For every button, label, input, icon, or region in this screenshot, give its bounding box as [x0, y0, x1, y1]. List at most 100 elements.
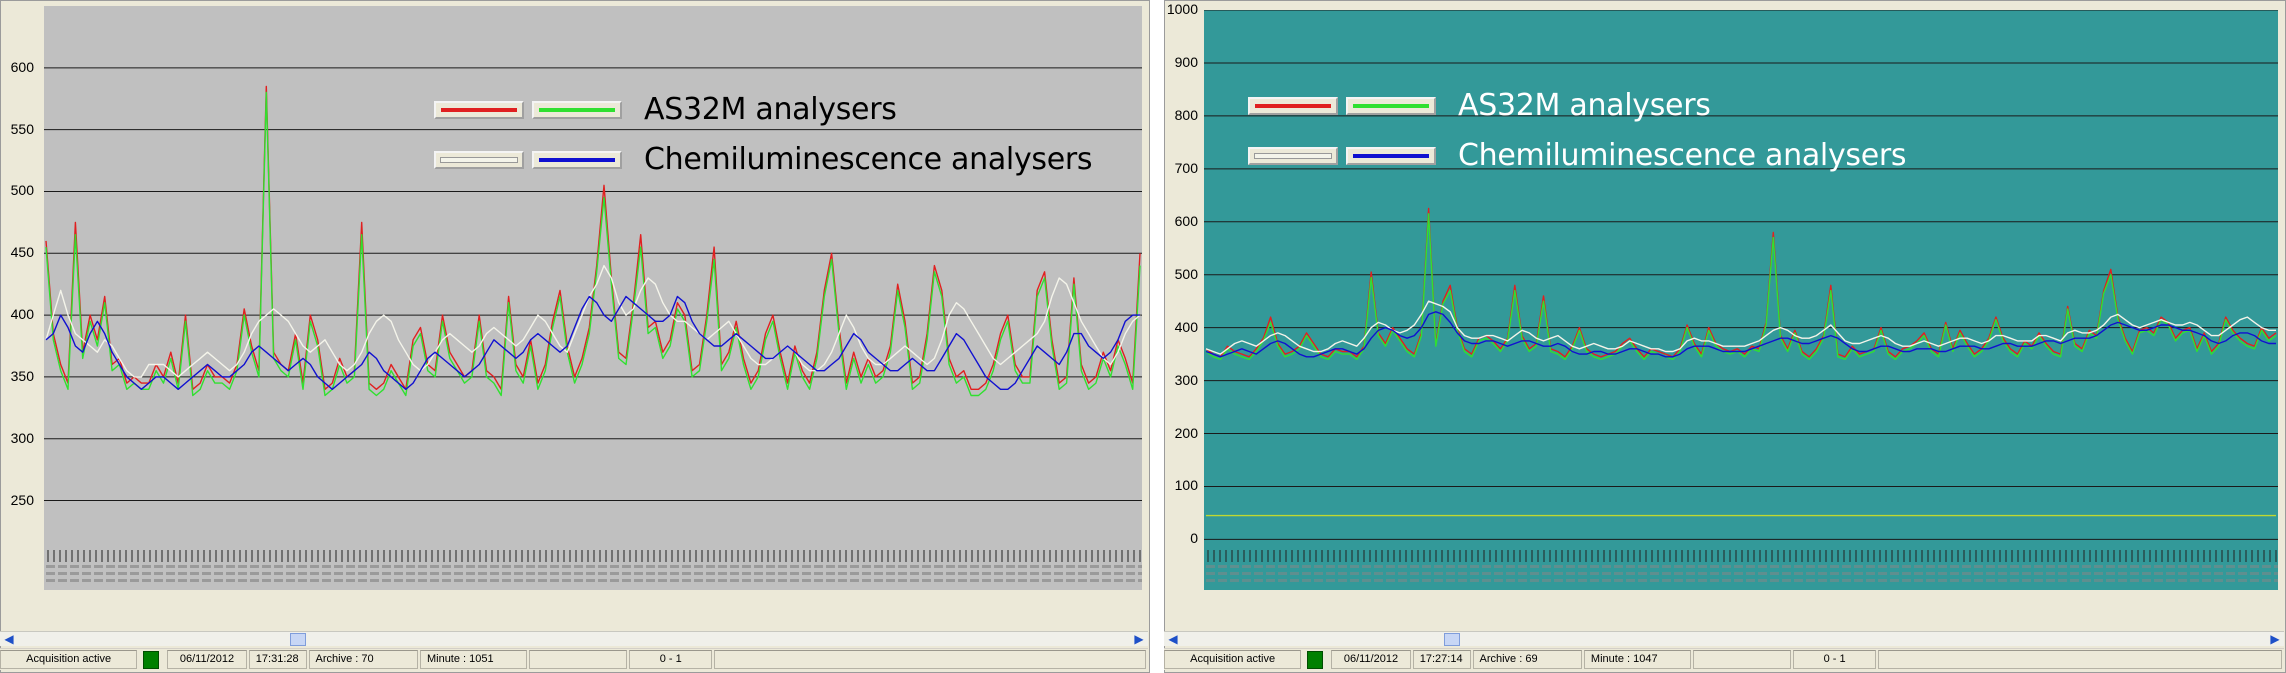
left-horizontal-scrollbar[interactable]: ◀ ▶ — [0, 631, 1148, 646]
x-tick-label — [1926, 565, 1935, 568]
x-tick-label — [526, 565, 535, 568]
x-tick-label — [202, 579, 211, 582]
x-tick-label — [682, 572, 691, 575]
x-tick-label — [1638, 579, 1647, 582]
x-tick-label — [2082, 579, 2091, 582]
x-tick-label — [490, 579, 499, 582]
status-empty — [529, 650, 627, 669]
y-tick-label: 500 — [1174, 265, 1198, 282]
x-tick-label — [382, 572, 391, 575]
x-tick-label — [478, 579, 487, 582]
x-tick-label — [2178, 565, 2187, 568]
x-tick-label — [598, 565, 607, 568]
x-tick-label — [166, 565, 175, 568]
x-tick-label — [370, 565, 379, 568]
x-tick-label — [994, 579, 1003, 582]
x-tick-label — [1554, 579, 1563, 582]
status-acquisition: Acquisition active — [1164, 650, 1302, 669]
x-tick-label — [2238, 572, 2247, 575]
x-tick-label — [1398, 565, 1407, 568]
x-tick-label — [562, 565, 571, 568]
x-tick-label — [238, 572, 247, 575]
x-tick-label — [1530, 572, 1539, 575]
x-tick-label — [874, 572, 883, 575]
x-tick-label — [1998, 572, 2007, 575]
x-tick-label — [790, 565, 799, 568]
scroll-left-arrow-icon[interactable]: ◀ — [4, 632, 14, 646]
status-empty — [1693, 650, 1791, 669]
x-tick-label — [286, 565, 295, 568]
x-tick-label — [1434, 565, 1443, 568]
x-tick-label — [1986, 565, 1995, 568]
x-tick-label — [1842, 565, 1851, 568]
x-tick-label — [994, 572, 1003, 575]
x-tick-label — [1138, 579, 1142, 582]
x-tick-label — [514, 579, 523, 582]
x-tick-label — [826, 565, 835, 568]
x-tick-label — [2034, 579, 2043, 582]
right-horizontal-scrollbar[interactable]: ◀ ▶ — [1164, 631, 2284, 646]
scroll-thumb[interactable] — [290, 633, 306, 646]
x-tick-label — [958, 572, 967, 575]
x-tick-label — [1374, 572, 1383, 575]
x-tick-label — [1494, 572, 1503, 575]
x-tick-label — [814, 579, 823, 582]
scroll-left-arrow-icon[interactable]: ◀ — [1168, 632, 1178, 646]
x-tick-label — [1230, 572, 1239, 575]
x-tick-label — [754, 572, 763, 575]
x-tick-label — [1938, 565, 1947, 568]
scroll-thumb[interactable] — [1444, 633, 1460, 646]
x-tick-label — [1770, 565, 1779, 568]
status-date: 06/11/2012 — [167, 650, 247, 669]
x-tick-label — [610, 572, 619, 575]
x-tick-label — [1102, 572, 1111, 575]
x-tick-label — [790, 579, 799, 582]
x-tick-label — [454, 565, 463, 568]
x-tick-label — [70, 572, 79, 575]
x-tick-label — [154, 579, 163, 582]
green-line-icon — [1353, 103, 1429, 108]
status-filler — [1878, 650, 2283, 669]
x-tick-label — [730, 565, 739, 568]
x-tick-label — [1090, 579, 1099, 582]
scroll-right-arrow-icon[interactable]: ▶ — [1134, 632, 1144, 646]
x-tick-label — [250, 579, 259, 582]
x-tick-label — [262, 572, 271, 575]
x-tick-label — [970, 579, 979, 582]
x-tick-label — [1126, 579, 1135, 582]
x-tick-label — [1078, 579, 1087, 582]
x-tick-label — [1686, 572, 1695, 575]
status-archive: Archive : 70 — [308, 650, 418, 669]
scroll-right-arrow-icon[interactable]: ▶ — [2270, 632, 2280, 646]
x-tick-label — [1878, 572, 1887, 575]
x-tick-label — [2106, 565, 2115, 568]
x-tick-label — [850, 565, 859, 568]
x-tick-label — [1854, 565, 1863, 568]
x-tick-label — [298, 579, 307, 582]
x-tick-label — [802, 565, 811, 568]
x-tick-label — [1254, 565, 1263, 568]
x-tick-label — [1602, 565, 1611, 568]
x-tick-label — [2082, 565, 2091, 568]
x-tick-label — [1758, 579, 1767, 582]
x-tick-label — [1914, 579, 1923, 582]
x-tick-label — [490, 572, 499, 575]
x-tick-label — [46, 579, 55, 582]
x-tick-label — [106, 572, 115, 575]
x-tick-label — [1018, 579, 1027, 582]
x-tick-label — [2130, 565, 2139, 568]
x-tick-label — [1338, 572, 1347, 575]
x-tick-label — [106, 579, 115, 582]
x-tick-label — [202, 565, 211, 568]
x-tick-label — [334, 579, 343, 582]
x-tick-label — [586, 579, 595, 582]
x-tick-label — [2202, 579, 2211, 582]
x-tick-label — [2262, 579, 2271, 582]
x-tick-label — [1770, 579, 1779, 582]
x-tick-label — [814, 565, 823, 568]
x-tick-label — [778, 572, 787, 575]
x-tick-label — [1998, 579, 2007, 582]
x-tick-label — [1114, 565, 1123, 568]
x-tick-label — [1290, 579, 1299, 582]
x-tick-label — [94, 572, 103, 575]
